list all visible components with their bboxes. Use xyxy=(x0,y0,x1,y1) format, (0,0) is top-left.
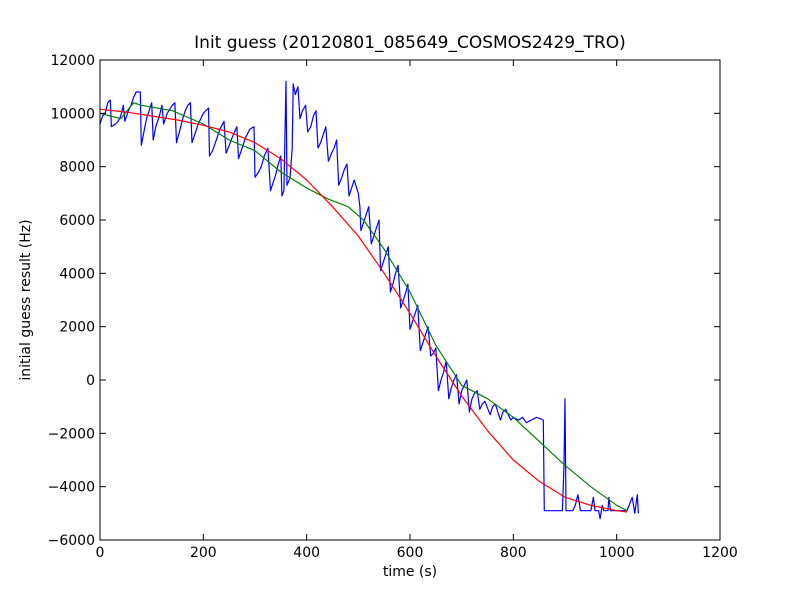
x-tick-label: 200 xyxy=(190,545,217,561)
series-layer xyxy=(99,80,639,520)
series-line-2 xyxy=(99,102,628,512)
series-line-1 xyxy=(99,80,639,520)
y-tick-label: 4000 xyxy=(59,266,95,282)
y-tick-label: 12000 xyxy=(50,53,95,69)
y-tick-label: 0 xyxy=(86,373,95,389)
x-tick-label: 1200 xyxy=(702,545,738,561)
x-tick-label: 1000 xyxy=(599,545,635,561)
y-tick-label: −4000 xyxy=(48,480,95,496)
plot-area xyxy=(100,60,720,540)
x-tick-label: 800 xyxy=(500,545,527,561)
series-line-3 xyxy=(99,108,628,513)
y-tick-label: 8000 xyxy=(59,160,95,176)
y-tick-label: −6000 xyxy=(48,533,95,549)
x-tick-label: 600 xyxy=(397,545,424,561)
ticks-layer: 0 200 400 600 800 1000 1200 −6000 −4000 −2000 0 200… xyxy=(48,53,738,561)
x-axis-label: time (s) xyxy=(383,564,437,580)
y-tick-label: 2000 xyxy=(59,320,95,336)
y-tick-label: 6000 xyxy=(59,213,95,229)
y-tick-label: 10000 xyxy=(50,106,95,122)
y-tick-label: −2000 xyxy=(48,426,95,442)
y-axis-label: initial guess result (Hz) xyxy=(18,219,34,380)
x-tick-label: 400 xyxy=(293,545,320,561)
x-tick-label: 0 xyxy=(96,545,105,561)
chart-title: Init guess (20120801_085649_COSMOS2429_T… xyxy=(194,33,626,53)
